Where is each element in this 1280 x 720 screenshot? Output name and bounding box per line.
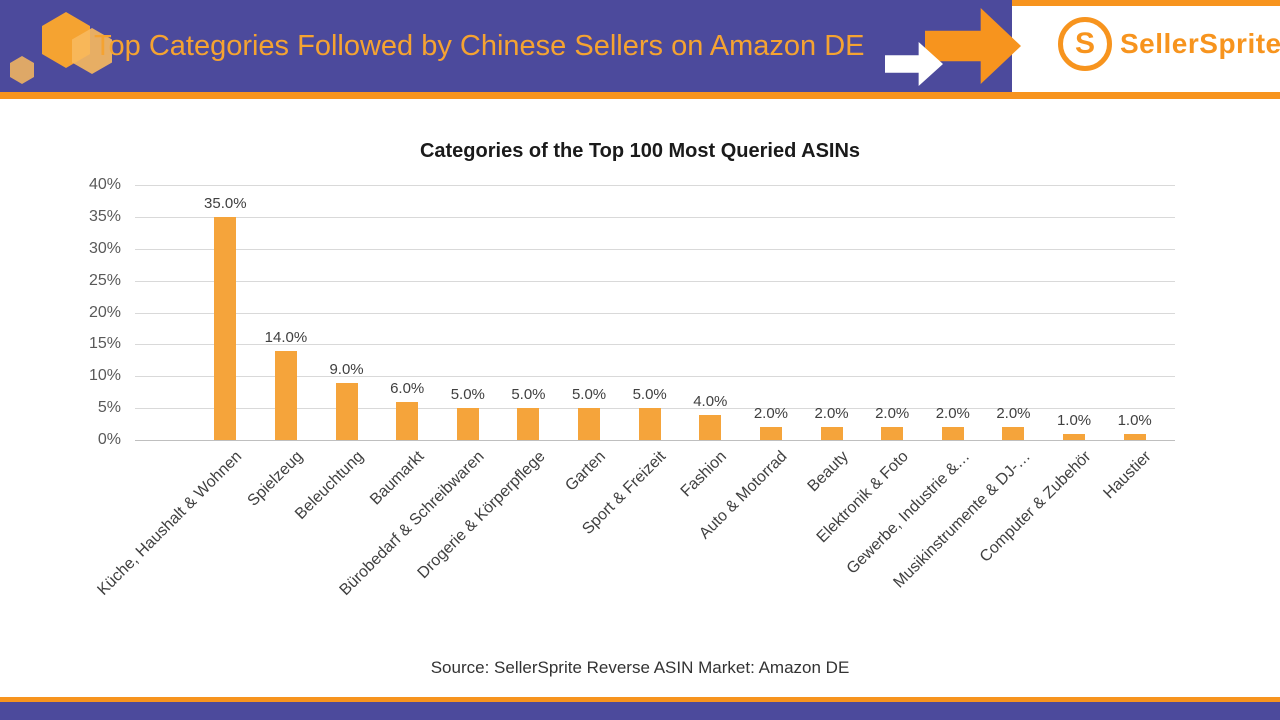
value-label: 5.0% xyxy=(571,386,607,404)
plot-area: 0% 5% 10% 15% 20% 25% 30% 35% 40% 35.0% Küche, Hau… xyxy=(89,176,1175,599)
value-label: 9.0% xyxy=(329,360,364,378)
gridline xyxy=(135,248,1175,250)
y-tick-label: 30% xyxy=(88,239,121,257)
bar xyxy=(699,414,722,440)
source-caption: Source: SellerSprite Reverse ASIN Market… xyxy=(430,658,850,677)
bar xyxy=(214,216,237,440)
gridline xyxy=(135,376,1175,378)
bar xyxy=(274,350,297,440)
y-tick-label: 15% xyxy=(88,335,121,353)
bar xyxy=(820,427,843,440)
page-title: Top Categories Followed by Chinese Selle… xyxy=(94,30,865,62)
y-tick-label: 0% xyxy=(97,431,121,448)
y-tick-label: 40% xyxy=(88,176,121,193)
category-label: Fashion xyxy=(678,448,731,501)
top-right-accent-bar xyxy=(1012,0,1280,6)
bar xyxy=(335,382,358,440)
value-label: 4.0% xyxy=(693,392,728,410)
category-label: Garten xyxy=(562,448,610,495)
value-label: 2.0% xyxy=(814,405,849,423)
y-tick-label: 10% xyxy=(88,367,121,385)
y-tick-label: 5% xyxy=(97,399,121,417)
footer-accent-stripe xyxy=(0,697,1280,702)
gridline xyxy=(135,312,1175,314)
value-label: 2.0% xyxy=(935,405,970,423)
bar xyxy=(578,408,601,440)
category-label: Küche, Haushalt & Wohnen xyxy=(94,448,246,599)
brand-name: SellerSprite xyxy=(1120,28,1280,59)
bar xyxy=(638,408,661,440)
brand-logo: S SellerSprite xyxy=(1058,16,1280,72)
value-label: 6.0% xyxy=(390,379,425,397)
gridline xyxy=(135,185,1175,186)
gridline xyxy=(135,280,1175,282)
value-label: 1.0% xyxy=(1056,411,1092,429)
bar xyxy=(759,427,782,440)
bar xyxy=(941,427,964,440)
footer-bar xyxy=(0,702,1280,720)
gridline xyxy=(135,216,1175,218)
header-accent-stripe xyxy=(0,92,1280,99)
header-banner xyxy=(0,0,1012,92)
category-label: Computer & Zubehör xyxy=(976,448,1095,566)
value-label: 5.0% xyxy=(450,386,485,404)
value-label: 35.0% xyxy=(204,194,247,212)
value-label: 2.0% xyxy=(996,405,1031,423)
y-tick-label: 20% xyxy=(88,303,121,321)
value-label: 14.0% xyxy=(264,328,308,346)
gridline xyxy=(135,440,1175,441)
category-label: Haustier xyxy=(1100,448,1155,503)
category-label: Beauty xyxy=(804,448,852,496)
category-label: Drogerie & Körperpflege xyxy=(414,448,549,583)
value-label: 5.0% xyxy=(632,386,667,404)
value-label: 1.0% xyxy=(1117,411,1152,429)
category-label: Baumarkt xyxy=(366,448,428,509)
category-label: Gewerbe, Industrie &… xyxy=(843,448,973,578)
category-label: Spielzeug xyxy=(244,448,306,510)
bar xyxy=(1063,433,1086,440)
value-label: 2.0% xyxy=(753,405,789,423)
sellersprite-logo-icon: S xyxy=(1058,17,1112,71)
bar xyxy=(396,401,419,440)
bar xyxy=(456,408,479,440)
bar xyxy=(881,427,904,440)
value-label: 2.0% xyxy=(875,405,910,423)
bar xyxy=(1123,433,1146,440)
bar xyxy=(517,408,540,440)
bar xyxy=(1002,427,1025,440)
y-tick-label: 25% xyxy=(88,271,121,289)
value-label: 5.0% xyxy=(511,386,546,404)
y-tick-label: 35% xyxy=(88,207,121,225)
chart-title: Categories of the Top 100 Most Queried A… xyxy=(419,140,861,162)
gridline xyxy=(135,344,1175,346)
